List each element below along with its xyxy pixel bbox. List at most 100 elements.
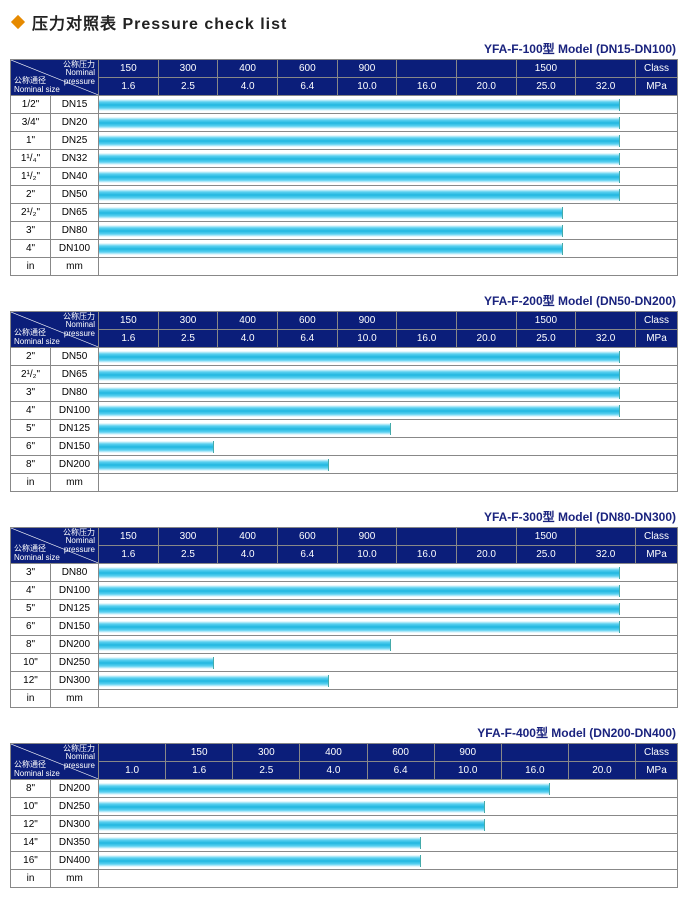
size-in-cell: 2¹/₂" <box>11 204 51 222</box>
mpa-header-cell: 1.6 <box>166 762 233 780</box>
table-row: 10"DN250 <box>11 798 678 816</box>
pressure-bar-fill <box>99 567 620 579</box>
mpa-header-cell: 25.0 <box>516 546 576 564</box>
size-in-cell: 12" <box>11 816 51 834</box>
unit-mm-cell: mm <box>51 690 99 708</box>
mpa-header-cell: 20.0 <box>456 78 516 96</box>
class-header-cell: 900 <box>337 312 397 330</box>
mpa-header-cell: 25.0 <box>516 330 576 348</box>
size-in-cell: 8" <box>11 636 51 654</box>
corner-bottom: 公称通径Nominal size <box>14 761 60 778</box>
table-row: 3/4"DN20 <box>11 114 678 132</box>
corner-header: 公称压力Nominalpressure公称通径Nominal size <box>11 60 99 96</box>
size-dn-cell: DN80 <box>51 384 99 402</box>
corner-top: 公称压力Nominalpressure <box>63 745 95 770</box>
mpa-header-cell: 10.0 <box>337 546 397 564</box>
class-header-cell: 300 <box>158 528 218 546</box>
class-header-cell <box>397 60 457 78</box>
unit-mm-cell: mm <box>51 474 99 492</box>
mpa-header-cell: 32.0 <box>576 330 636 348</box>
mpa-unit-header: MPa <box>636 762 678 780</box>
pressure-bar-cell <box>99 654 678 672</box>
pressure-bar-fill <box>99 171 620 183</box>
mpa-header-cell: 16.0 <box>397 330 457 348</box>
size-in-cell: 3" <box>11 564 51 582</box>
pressure-bar-fill <box>99 225 563 237</box>
pressure-bar-cell <box>99 132 678 150</box>
pressure-bar-fill <box>99 783 550 795</box>
pressure-bar-fill <box>99 585 620 597</box>
size-dn-cell: DN300 <box>51 672 99 690</box>
corner-bottom: 公称通径Nominal size <box>14 329 60 346</box>
mpa-header-cell: 4.0 <box>300 762 367 780</box>
corner-header: 公称压力Nominalpressure公称通径Nominal size <box>11 528 99 564</box>
size-in-cell: 8" <box>11 456 51 474</box>
class-header-cell: 900 <box>434 744 501 762</box>
model-label: YFA-F-100型 Model (DN15-DN100) <box>10 40 676 57</box>
pressure-bar-cell <box>99 672 678 690</box>
mpa-header-cell: 4.0 <box>218 546 278 564</box>
class-header-cell: 300 <box>158 312 218 330</box>
page-title: 压力对照表 Pressure check list <box>10 10 678 34</box>
pressure-bar-cell <box>99 96 678 114</box>
table-row: 5"DN125 <box>11 420 678 438</box>
pressure-bar-cell <box>99 240 678 258</box>
table-row: 2¹/₂"DN65 <box>11 204 678 222</box>
size-dn-cell: DN125 <box>51 600 99 618</box>
table-row: 6"DN150 <box>11 618 678 636</box>
pressure-bar-cell <box>99 438 678 456</box>
mpa-header-cell: 2.5 <box>158 546 218 564</box>
size-dn-cell: DN100 <box>51 240 99 258</box>
class-header-cell <box>576 528 636 546</box>
pressure-bar-cell <box>99 114 678 132</box>
class-header-cell <box>576 312 636 330</box>
size-in-cell: 5" <box>11 600 51 618</box>
pressure-bar-fill <box>99 405 620 417</box>
table-row: 10"DN250 <box>11 654 678 672</box>
mpa-header-cell: 6.4 <box>277 330 337 348</box>
mpa-header-cell: 10.0 <box>337 78 397 96</box>
size-dn-cell: DN100 <box>51 582 99 600</box>
class-header-cell <box>397 312 457 330</box>
pressure-bar-cell <box>99 186 678 204</box>
pressure-bar-fill <box>99 441 214 453</box>
class-header-cell: 600 <box>367 744 434 762</box>
mpa-header-cell: 2.5 <box>158 78 218 96</box>
size-dn-cell: DN20 <box>51 114 99 132</box>
size-dn-cell: DN15 <box>51 96 99 114</box>
pressure-table: 公称压力Nominalpressure公称通径Nominal size15030… <box>10 59 678 276</box>
table-row: 1"DN25 <box>11 132 678 150</box>
size-dn-cell: DN200 <box>51 456 99 474</box>
class-header-cell: 600 <box>277 528 337 546</box>
pressure-bar-fill <box>99 801 485 813</box>
size-in-cell: 1¹/₂" <box>11 168 51 186</box>
pressure-bar-cell <box>99 366 678 384</box>
pressure-bar-fill <box>99 819 485 831</box>
units-row: inmm <box>11 690 678 708</box>
size-dn-cell: DN150 <box>51 618 99 636</box>
diamond-icon <box>11 15 25 29</box>
pressure-bar-cell <box>99 168 678 186</box>
pressure-bar-fill <box>99 189 620 201</box>
size-dn-cell: DN350 <box>51 834 99 852</box>
pressure-bar-cell <box>99 582 678 600</box>
pressure-table: 公称压力Nominalpressure公称通径Nominal size15030… <box>10 527 678 708</box>
table-row: 2"DN50 <box>11 186 678 204</box>
size-dn-cell: DN300 <box>51 816 99 834</box>
pressure-table: 公称压力Nominalpressure公称通径Nominal size15030… <box>10 311 678 492</box>
mpa-header-cell: 6.4 <box>367 762 434 780</box>
size-dn-cell: DN65 <box>51 204 99 222</box>
size-in-cell: 3" <box>11 222 51 240</box>
mpa-header-cell: 10.0 <box>337 330 397 348</box>
size-dn-cell: DN40 <box>51 168 99 186</box>
class-header-cell: 300 <box>233 744 300 762</box>
class-header-cell: 400 <box>218 528 278 546</box>
pressure-bar-cell <box>99 600 678 618</box>
size-in-cell: 10" <box>11 798 51 816</box>
mpa-header-cell: 4.0 <box>218 78 278 96</box>
size-in-cell: 8" <box>11 780 51 798</box>
class-header-cell: 300 <box>158 60 218 78</box>
class-header-cell <box>456 312 516 330</box>
mpa-unit-header: MPa <box>636 546 678 564</box>
size-in-cell: 3/4" <box>11 114 51 132</box>
